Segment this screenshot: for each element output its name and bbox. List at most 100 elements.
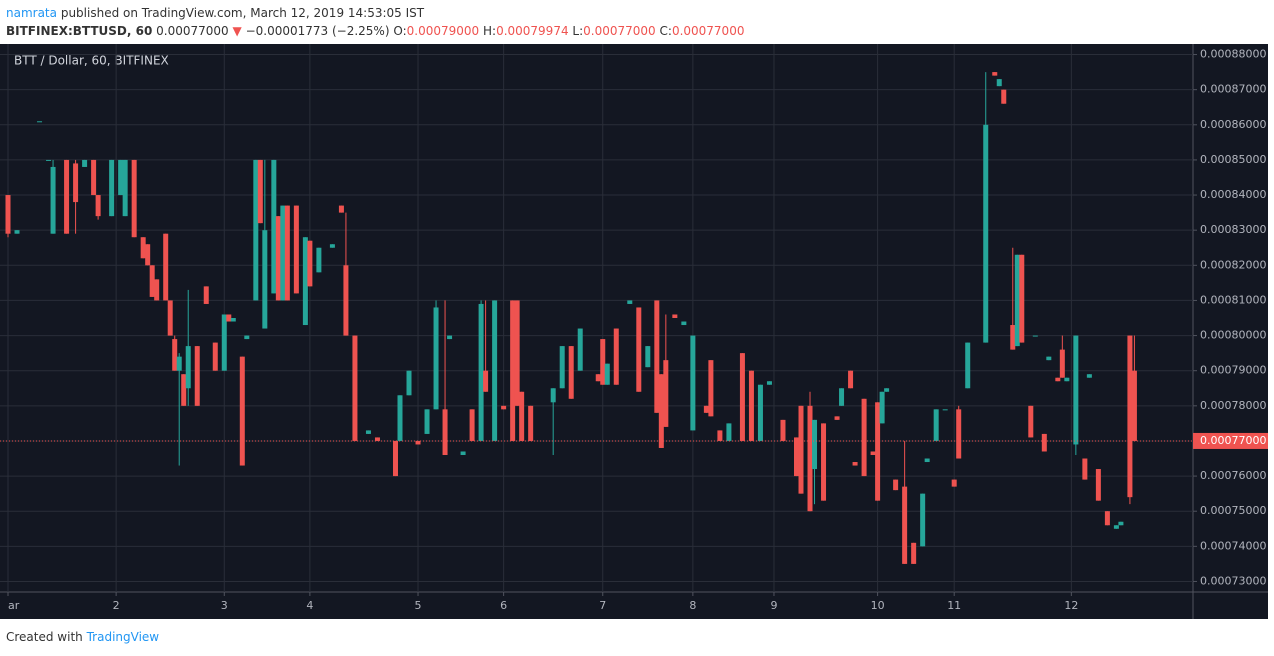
candle-body [343, 265, 349, 336]
candle-body [807, 405, 813, 512]
candle-body [1041, 433, 1047, 452]
candle-body [1028, 405, 1034, 438]
candle-body [717, 430, 723, 441]
candle-body [1064, 377, 1070, 382]
candle-body [492, 300, 498, 441]
candle-body [194, 346, 200, 406]
arrow: ▼ [232, 24, 242, 38]
y-tick-label: 0.00084000 [1200, 188, 1266, 201]
candle-body [983, 124, 989, 343]
candle-body [920, 493, 926, 547]
candle-body [284, 205, 290, 301]
y-tick-label: 0.00074000 [1200, 539, 1266, 552]
y-tick-label: 0.00078000 [1200, 399, 1266, 412]
candle-body [109, 159, 115, 217]
candle-body [834, 416, 840, 420]
value: 0.00077000 [671, 24, 745, 38]
y-tick-label: 0.00086000 [1200, 118, 1266, 131]
candle-body [1032, 335, 1038, 337]
header: namrata published on TradingView.com, Ma… [6, 4, 744, 40]
candle-body [64, 159, 70, 234]
header-line: BITFINEX:BTTUSD, 60 0.00077000 ▼ −0.0000… [6, 22, 744, 40]
candle-body [1113, 525, 1119, 529]
x-tick-label: 5 [415, 599, 422, 612]
candle-body [550, 388, 556, 403]
candle-body [447, 335, 453, 340]
candle-body [501, 405, 507, 410]
candle-body [1104, 511, 1110, 526]
candle-body [172, 339, 178, 371]
candle-body [181, 374, 187, 406]
candle-body [131, 159, 137, 238]
candle-body [424, 409, 430, 434]
candle-body [1082, 458, 1088, 480]
candle-body [365, 430, 371, 434]
candle-body [879, 391, 885, 424]
candle-body [924, 458, 930, 463]
candle-body [140, 237, 146, 259]
last-price-label: 0.00077000 [1200, 434, 1266, 447]
author[interactable]: namrata [6, 6, 57, 20]
candle-body [5, 195, 11, 234]
created: Created with [6, 630, 83, 644]
candle-body [942, 409, 948, 411]
candle-body [275, 216, 281, 301]
candle-body [793, 437, 799, 477]
y-tick-label: 0.00082000 [1200, 258, 1266, 271]
y-tick-label: 0.00088000 [1200, 48, 1266, 61]
candle-body [163, 233, 169, 301]
candle-body [870, 451, 876, 455]
candle-body [848, 370, 854, 389]
candle-body [726, 423, 732, 441]
candle-body [1131, 370, 1137, 441]
y-tick-label: 0.00083000 [1200, 223, 1266, 236]
x-tick-label: ar [8, 599, 20, 612]
candle-body [1019, 254, 1025, 343]
candle-body [1073, 335, 1079, 445]
candle-body [352, 335, 358, 441]
y-tick-label: 0.00075000 [1200, 504, 1266, 517]
candle-body [433, 307, 439, 410]
candle-body [406, 370, 412, 396]
candle-body [996, 79, 1002, 87]
published: published on TradingView.com, March 12, … [60, 6, 425, 20]
candle-body [708, 360, 714, 417]
candle-body [203, 286, 209, 304]
candle-body [510, 300, 516, 441]
candle-body [280, 205, 286, 301]
footer: Created with TradingView [6, 630, 159, 644]
y-tick-label: 0.00087000 [1200, 83, 1266, 96]
x-tick-label: 3 [221, 599, 228, 612]
candle-body [690, 335, 696, 431]
candle-body [672, 314, 678, 318]
candle-body [875, 402, 881, 501]
candle-body [884, 388, 890, 392]
candle-body [442, 409, 448, 455]
candle-body [82, 159, 88, 167]
candle-body [933, 409, 939, 441]
candle-body [1046, 356, 1052, 361]
x-tick-label: 8 [689, 599, 696, 612]
candle-body [1014, 254, 1020, 347]
candle-body [1059, 349, 1065, 378]
candle-body [663, 360, 669, 427]
candle-body [627, 300, 633, 304]
candle-body [519, 391, 525, 441]
brand[interactable]: TradingView [86, 630, 160, 644]
y-tick-label: 0.00085000 [1200, 153, 1266, 166]
candle-body [861, 398, 867, 477]
candle-body [316, 247, 322, 273]
candle-body [902, 486, 908, 564]
candle-body [595, 374, 601, 382]
y-tick-label: 0.00079000 [1200, 364, 1266, 377]
candle-body [230, 318, 236, 322]
candle-body [654, 300, 660, 413]
candle-body [703, 405, 709, 413]
y-tick-label: 0.00080000 [1200, 329, 1266, 342]
candle-body [839, 388, 845, 406]
value: 0.00077000 [583, 24, 656, 38]
candle-body [748, 370, 754, 441]
candle-body [293, 205, 299, 294]
header-line: namrata published on TradingView.com, Ma… [6, 4, 744, 22]
